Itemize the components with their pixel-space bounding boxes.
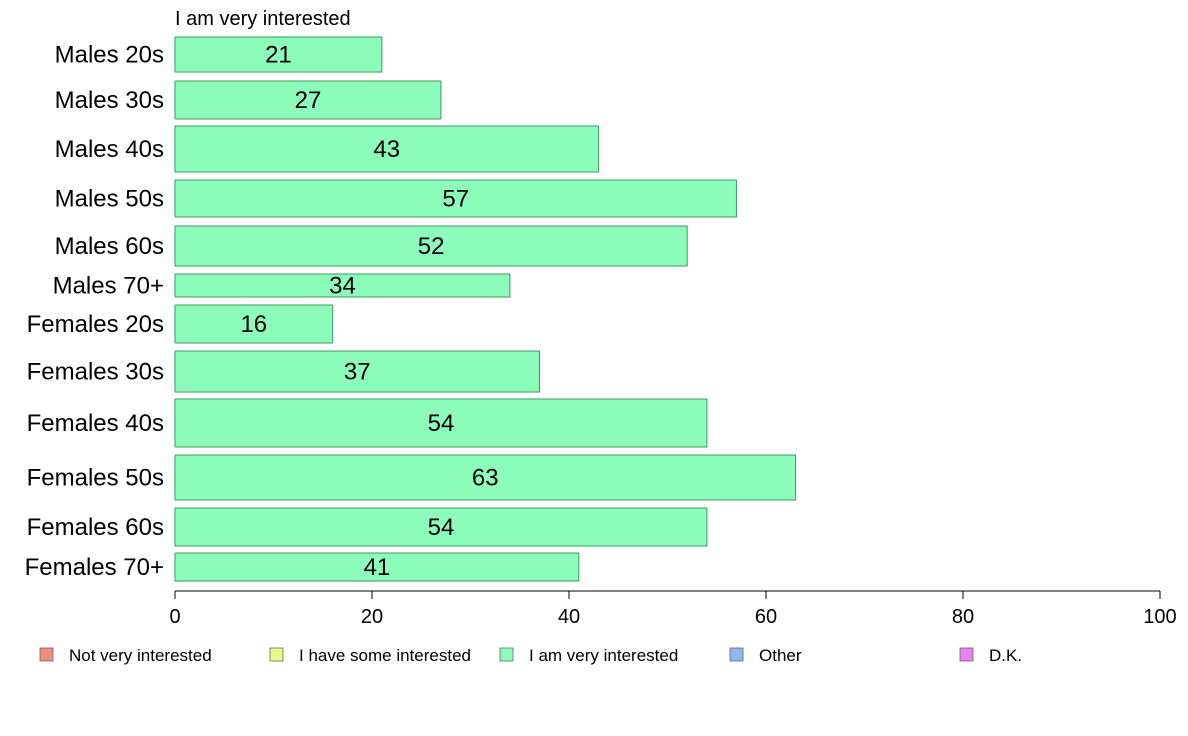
category-label: Females 70+ bbox=[25, 554, 164, 581]
x-tick-label: 20 bbox=[361, 606, 383, 628]
legend-swatch bbox=[959, 647, 974, 662]
bar bbox=[174, 552, 580, 582]
bar bbox=[174, 398, 708, 448]
data-label: 43 bbox=[373, 136, 400, 163]
data-label: 37 bbox=[344, 359, 371, 386]
legend-swatch bbox=[499, 647, 514, 662]
data-label: 54 bbox=[428, 514, 455, 541]
data-label: 34 bbox=[329, 273, 356, 300]
bar bbox=[174, 507, 708, 547]
data-label: 27 bbox=[295, 87, 322, 114]
bar bbox=[174, 179, 737, 218]
data-label: 54 bbox=[428, 410, 455, 437]
data-label: 21 bbox=[265, 42, 292, 69]
bar bbox=[174, 273, 511, 298]
legend-label: Other bbox=[759, 646, 802, 665]
bar bbox=[174, 454, 797, 501]
bar bbox=[174, 125, 600, 173]
legend-label: D.K. bbox=[989, 646, 1022, 665]
legend-swatch bbox=[729, 647, 744, 662]
category-label: Males 50s bbox=[55, 186, 164, 213]
x-tick-label: 40 bbox=[558, 606, 580, 628]
bar bbox=[174, 80, 442, 120]
legend-label: Not very interested bbox=[69, 646, 212, 665]
category-label: Males 60s bbox=[55, 233, 164, 260]
x-tick-label: 60 bbox=[755, 606, 777, 628]
panel-title: I am very interested bbox=[175, 8, 351, 30]
data-label: 16 bbox=[240, 311, 267, 338]
category-label: Males 70+ bbox=[53, 273, 164, 300]
data-label: 52 bbox=[418, 233, 445, 260]
category-label: Females 50s bbox=[27, 465, 164, 492]
x-tick-label: 80 bbox=[952, 606, 974, 628]
legend-label: I have some interested bbox=[299, 646, 471, 665]
category-label: Females 20s bbox=[27, 311, 164, 338]
legend-swatch bbox=[39, 647, 54, 662]
category-label: Females 40s bbox=[27, 410, 164, 437]
category-label: Males 20s bbox=[55, 42, 164, 69]
bar bbox=[174, 225, 688, 267]
category-label: Females 60s bbox=[27, 514, 164, 541]
bar bbox=[174, 36, 383, 73]
category-label: Males 30s bbox=[55, 87, 164, 114]
category-label: Females 30s bbox=[27, 359, 164, 386]
data-label: 63 bbox=[472, 465, 499, 492]
bar bbox=[174, 350, 540, 393]
category-label: Males 40s bbox=[55, 136, 164, 163]
bar bbox=[174, 304, 334, 344]
legend-label: I am very interested bbox=[529, 646, 678, 665]
legend-swatch bbox=[269, 647, 284, 662]
data-label: 57 bbox=[442, 186, 469, 213]
data-label: 41 bbox=[364, 554, 391, 581]
x-tick-label: 0 bbox=[169, 606, 180, 628]
x-tick-label: 100 bbox=[1143, 606, 1176, 628]
